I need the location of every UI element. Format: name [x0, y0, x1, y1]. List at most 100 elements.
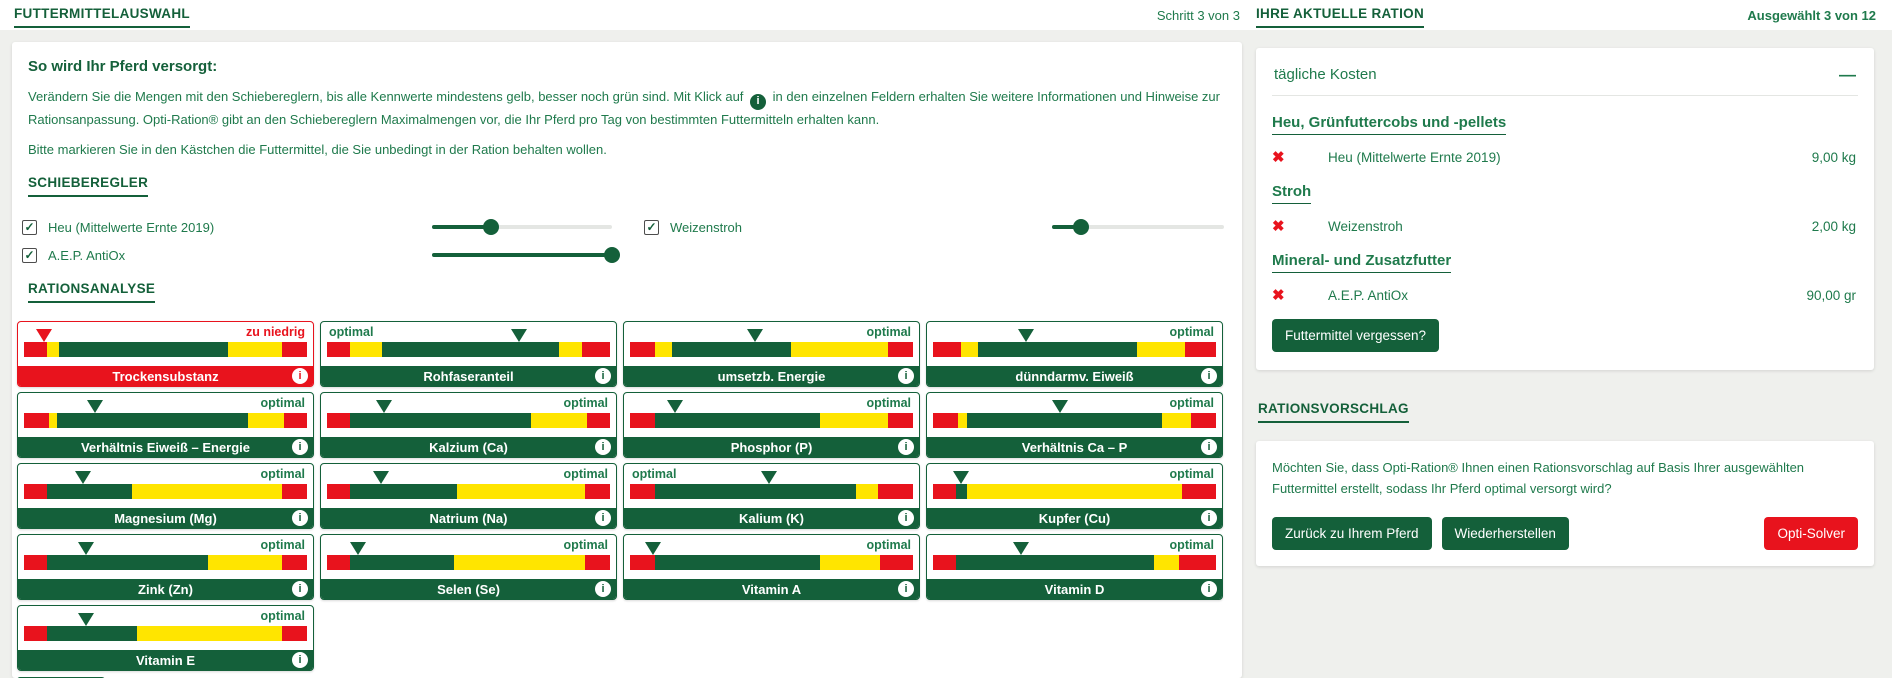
gauge-card: optimal Magnesium (Mg) i: [17, 463, 314, 530]
feed-checkbox[interactable]: ✓: [22, 247, 37, 263]
info-icon[interactable]: i: [292, 439, 308, 456]
feed-amount-slider[interactable]: [432, 247, 620, 264]
proposal-action-button[interactable]: Wiederherstellen: [1441, 516, 1569, 550]
gauge-footer: Natrium (Na) i: [321, 508, 616, 529]
info-icon[interactable]: i: [292, 368, 308, 385]
remove-item-icon[interactable]: ✖: [1272, 287, 1285, 304]
gauge-segment: [349, 555, 455, 571]
slider-thumb-icon[interactable]: [483, 219, 500, 236]
collapse-icon[interactable]: —: [1839, 65, 1856, 84]
gauge-footer: Verhältnis Eiweiß – Energie i: [18, 437, 313, 458]
slider-thumb-icon[interactable]: [604, 247, 620, 264]
ration-proposal-card: Möchten Sie, dass Opti-Ration® Ihnen ein…: [1256, 441, 1874, 566]
gauge-card: optimal umsetzb. Energie i: [623, 321, 920, 388]
gauge-marker-icon: [86, 400, 103, 414]
info-icon[interactable]: i: [898, 510, 914, 527]
slider-track[interactable]: [432, 253, 612, 258]
info-icon[interactable]: i: [292, 510, 308, 527]
slider-track[interactable]: [1052, 225, 1224, 230]
gauge-segment: [382, 342, 560, 358]
gauge-footer: Phosphor (P) i: [624, 437, 919, 458]
gauge-bar: [327, 329, 610, 358]
gauge-segment: [933, 555, 956, 571]
gauge-segment: [530, 413, 588, 429]
gauge-scale: optimal: [624, 464, 919, 510]
gauge-marker-icon: [760, 471, 777, 485]
gauge-segment: [672, 342, 792, 358]
info-icon[interactable]: i: [1201, 510, 1217, 527]
gauge-segment: [46, 342, 60, 358]
page-title-futtermittelauswahl: FUTTERMITTELAUSWAHL: [14, 6, 190, 28]
feed-selection-panel: So wird Ihr Pferd versorgt: Verändern Si…: [12, 42, 1242, 678]
gauge-status-label: optimal: [260, 609, 305, 624]
feed-amount-slider[interactable]: [1052, 219, 1224, 236]
ration-item-row: ✖ Heu (Mittelwerte Ernte 2019) 9,00 kg: [1272, 148, 1858, 166]
gauge-footer: Rohfaseranteil i: [321, 366, 616, 387]
proposal-action-button[interactable]: Zurück zu Ihrem Pferd: [1272, 516, 1432, 550]
gauge-segment: [559, 342, 582, 358]
info-icon[interactable]: i: [595, 510, 611, 527]
forgot-feed-button[interactable]: Futtermittel vergessen?: [1272, 319, 1440, 352]
gauge-footer: Zink (Zn) i: [18, 579, 313, 600]
gauge-scale: zu niedrig: [18, 322, 313, 368]
ration-item-row: ✖ A.E.P. AntiOx 90,00 gr: [1272, 286, 1858, 304]
feed-label: A.E.P. AntiOx: [48, 247, 126, 263]
info-icon[interactable]: i: [292, 652, 308, 669]
gauge-label: Kalium (K): [739, 510, 804, 526]
info-icon[interactable]: i: [898, 368, 914, 385]
gauge-bar: [630, 400, 913, 429]
gauge-scale: optimal: [18, 606, 313, 652]
slider-track[interactable]: [432, 225, 612, 230]
feed-checkbox[interactable]: ✓: [644, 219, 659, 235]
gauge-segment: [131, 484, 282, 500]
feed-amount-slider[interactable]: [432, 219, 612, 236]
gauge-segment: [281, 342, 307, 358]
gauge-card: optimal Zink (Zn) i: [17, 534, 314, 601]
feed-checkbox[interactable]: ✓: [22, 219, 37, 235]
gauge-bar: [327, 542, 610, 571]
gauge-segment: [1184, 342, 1216, 358]
gauge-segment: [819, 413, 888, 429]
gauge-segment: [819, 555, 881, 571]
info-icon[interactable]: i: [1201, 439, 1217, 456]
gauge-segment: [1136, 342, 1185, 358]
gauge-label: Verhältnis Ca – P: [1021, 439, 1128, 455]
ration-item-name: Heu (Mittelwerte Ernte 2019): [1328, 149, 1501, 165]
gauge-status-label: optimal: [260, 538, 305, 553]
remove-item-icon[interactable]: ✖: [1272, 149, 1285, 166]
gauge-segment: [966, 484, 1183, 500]
ration-category-heading: Stroh: [1272, 183, 1312, 204]
gauge-segment: [327, 342, 350, 358]
gauge-label: Phosphor (P): [730, 439, 813, 455]
section-title-schieberegler: SCHIEBEREGLER: [28, 175, 149, 198]
gauge-segment: [24, 484, 47, 500]
supply-title: So wird Ihr Pferd versorgt:: [28, 58, 218, 75]
info-icon[interactable]: i: [898, 581, 914, 598]
gauge-segment: [46, 626, 138, 642]
section-title-rationsvorschlag: RATIONSVORSCHLAG: [1258, 401, 1409, 423]
gauge-segment: [247, 413, 285, 429]
gauge-segment: [1162, 413, 1191, 429]
remove-item-icon[interactable]: ✖: [1272, 218, 1285, 235]
gauge-status-label: optimal: [563, 396, 608, 411]
gauge-segment: [791, 342, 888, 358]
slider-thumb-icon[interactable]: [1073, 219, 1090, 236]
gauge-segment: [584, 484, 610, 500]
info-icon[interactable]: i: [292, 581, 308, 598]
ration-item-amount: 9,00 kg: [1811, 149, 1856, 165]
info-icon[interactable]: i: [595, 439, 611, 456]
gauge-segment: [933, 413, 959, 429]
info-icon[interactable]: i: [595, 581, 611, 598]
info-icon[interactable]: i: [1201, 368, 1217, 385]
info-icon[interactable]: i: [595, 368, 611, 385]
gauge-segment: [1179, 555, 1216, 571]
gauge-segment: [327, 555, 350, 571]
opti-solver-button[interactable]: Opti-Solver: [1764, 516, 1858, 550]
gauge-segment: [1153, 555, 1180, 571]
gauge-segment: [24, 626, 47, 642]
info-icon[interactable]: i: [898, 439, 914, 456]
gauge-scale: optimal: [321, 393, 616, 439]
info-icon[interactable]: i: [1201, 581, 1217, 598]
gauge-segment: [24, 342, 47, 358]
gauge-bar: [630, 542, 913, 571]
